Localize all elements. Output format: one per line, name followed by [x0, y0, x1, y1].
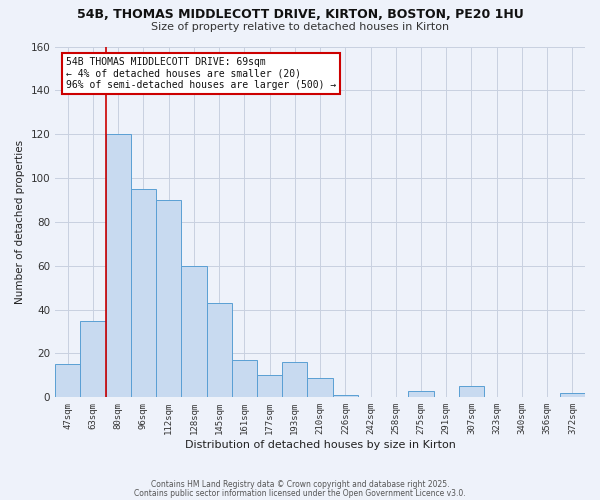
- Bar: [257, 376, 282, 398]
- Bar: [332, 395, 358, 398]
- X-axis label: Distribution of detached houses by size in Kirton: Distribution of detached houses by size …: [185, 440, 455, 450]
- Text: Contains public sector information licensed under the Open Government Licence v3: Contains public sector information licen…: [134, 488, 466, 498]
- Bar: [307, 378, 332, 398]
- Bar: [282, 362, 307, 398]
- Bar: [156, 200, 181, 398]
- Bar: [181, 266, 206, 398]
- Bar: [409, 391, 434, 398]
- Bar: [55, 364, 80, 398]
- Bar: [560, 393, 585, 398]
- Bar: [80, 320, 106, 398]
- Text: 54B, THOMAS MIDDLECOTT DRIVE, KIRTON, BOSTON, PE20 1HU: 54B, THOMAS MIDDLECOTT DRIVE, KIRTON, BO…: [77, 8, 523, 20]
- Bar: [232, 360, 257, 398]
- Bar: [106, 134, 131, 398]
- Y-axis label: Number of detached properties: Number of detached properties: [15, 140, 25, 304]
- Text: Contains HM Land Registry data © Crown copyright and database right 2025.: Contains HM Land Registry data © Crown c…: [151, 480, 449, 489]
- Bar: [459, 386, 484, 398]
- Bar: [131, 189, 156, 398]
- Bar: [206, 303, 232, 398]
- Text: 54B THOMAS MIDDLECOTT DRIVE: 69sqm
← 4% of detached houses are smaller (20)
96% : 54B THOMAS MIDDLECOTT DRIVE: 69sqm ← 4% …: [66, 57, 336, 90]
- Text: Size of property relative to detached houses in Kirton: Size of property relative to detached ho…: [151, 22, 449, 32]
